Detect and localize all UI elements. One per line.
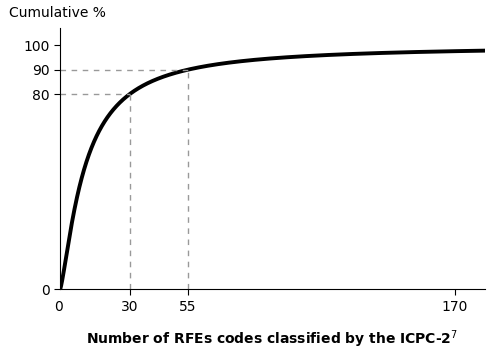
Text: Number of RFEs codes classified by the ICPC-2$^{7}$: Number of RFEs codes classified by the I… (86, 329, 458, 350)
Text: Cumulative %: Cumulative % (9, 6, 106, 20)
Text: 0: 0 (54, 300, 63, 315)
